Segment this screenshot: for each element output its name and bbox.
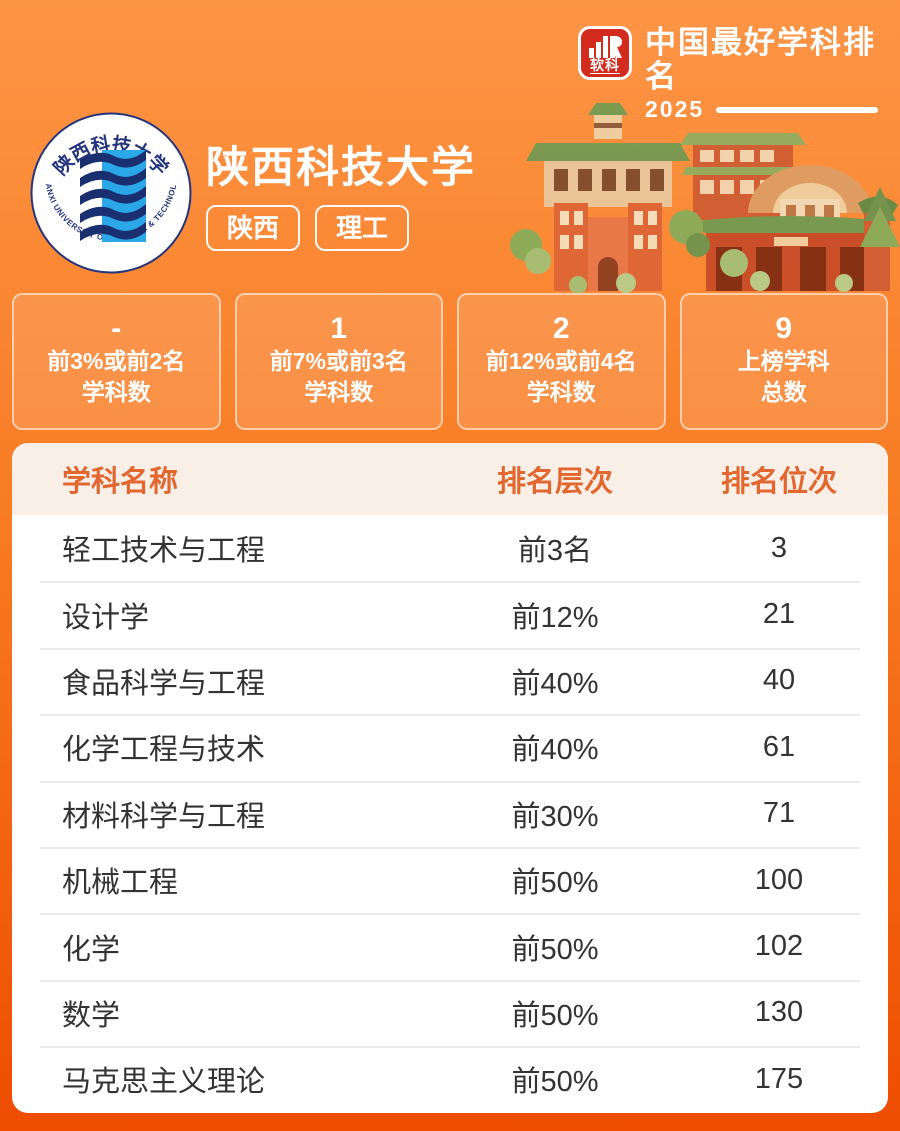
stat-card: 2 前12%或前4名 学科数	[457, 293, 666, 430]
subject-name: 设计学	[62, 601, 150, 634]
table-header: 学科名称 排名层次 排名位次	[12, 443, 888, 515]
stat-label-line2: 学科数	[526, 379, 596, 405]
title-underline	[716, 106, 878, 113]
university-tags: 陕西 理工	[206, 205, 410, 251]
table-row[interactable]: 机械工程 前50% 100	[12, 846, 888, 913]
stat-label-line2: 总数	[760, 379, 807, 405]
stat-label-line1: 上榜学科	[737, 348, 830, 374]
table-row[interactable]: 设计学 前12% 21	[12, 581, 888, 647]
campus-illustration	[510, 103, 900, 293]
rank-position: 40	[762, 664, 796, 697]
stat-value: 1	[330, 312, 348, 345]
stat-label-line2: 学科数	[304, 379, 374, 405]
tag-province: 陕西	[206, 205, 301, 251]
subject-name: 马克思主义理论	[62, 1066, 266, 1099]
table-row[interactable]: 轻工技术与工程 前3名 3	[12, 515, 888, 581]
rank-tier: 前30%	[511, 800, 599, 833]
table-row[interactable]: 数学 前50% 130	[12, 979, 888, 1046]
shangharanking-logo-icon: 软科	[578, 26, 632, 80]
table-body: 轻工技术与工程 前3名 3 设计学 前12% 21 食品科学与工程 前40% 4…	[12, 515, 888, 1113]
table-row[interactable]: 化学 前50% 102	[12, 913, 888, 979]
rank-position: 130	[754, 996, 804, 1029]
brand-bar: 软科 中国最好学科排名 2025	[578, 26, 878, 123]
brand-logo-label: 软科	[590, 57, 620, 74]
stat-card: - 前3%或前2名 学科数	[12, 293, 221, 430]
rank-tier: 前50%	[511, 1066, 599, 1099]
subject-name: 食品科学与工程	[62, 667, 266, 700]
stat-card: 9 上榜学科 总数	[679, 293, 888, 430]
rank-tier: 前40%	[511, 667, 599, 700]
bar-chart-icon	[589, 36, 622, 58]
column-header-rank: 排名位次	[720, 466, 837, 498]
table-row[interactable]: 食品科学与工程 前40% 40	[12, 647, 888, 714]
table-row[interactable]: 材料科学与工程 前30% 71	[12, 780, 888, 847]
stat-value: -	[111, 312, 122, 345]
rank-tier: 前40%	[511, 734, 599, 767]
subject-name: 轻工技术与工程	[62, 535, 266, 568]
stat-value: 9	[775, 312, 793, 345]
rank-tier: 前50%	[511, 933, 599, 966]
ranking-title: 中国最好学科排名	[645, 25, 876, 94]
rank-position: 102	[754, 930, 804, 963]
rank-position: 175	[754, 1062, 804, 1095]
rank-position: 61	[762, 730, 796, 763]
rank-position: 71	[762, 797, 796, 830]
rank-tier: 前50%	[511, 867, 599, 900]
column-header-tier: 排名层次	[496, 466, 613, 498]
stat-label-line2: 学科数	[81, 379, 151, 405]
subject-name: 材料科学与工程	[62, 800, 266, 833]
rank-tier: 前3名	[517, 535, 593, 568]
rank-position: 3	[770, 531, 788, 564]
subject-name: 化学工程与技术	[62, 734, 266, 767]
stat-card: 1 前7%或前3名 学科数	[234, 293, 443, 430]
university-logo: 陕西科技大学 SHAANXI UNIVERSITY OF SCIENCE & T…	[30, 112, 192, 274]
stat-value: 2	[552, 312, 570, 345]
table-row[interactable]: 马克思主义理论 前50% 175	[12, 1046, 888, 1112]
rank-position: 100	[754, 863, 804, 896]
university-header: 陕西科技大学 SHAANXI UNIVERSITY OF SCIENCE & T…	[0, 95, 900, 293]
stat-label-line1: 前3%或前2名	[47, 348, 186, 374]
tag-type: 理工	[315, 205, 410, 251]
stat-label-line1: 前7%或前3名	[269, 348, 408, 374]
rank-tier: 前50%	[511, 999, 599, 1032]
rank-position: 21	[762, 598, 796, 631]
subject-name: 化学	[62, 933, 121, 966]
subject-name: 数学	[62, 999, 121, 1032]
logo-emblem	[80, 150, 146, 242]
ranking-year: 2025	[645, 96, 705, 122]
column-header-subject: 学科名称	[62, 466, 179, 498]
table-row[interactable]: 化学工程与技术 前40% 61	[12, 714, 888, 780]
stats-row: - 前3%或前2名 学科数 1 前7%或前3名 学科数 2 前12%或前4名 学…	[12, 293, 888, 430]
stat-label-line1: 前12%或前4名	[485, 348, 637, 374]
subjects-table: 学科名称 排名层次 排名位次 轻工技术与工程 前3名 3 设计学 前12% 21…	[12, 443, 888, 1113]
university-name: 陕西科技大学	[206, 144, 476, 192]
subject-name: 机械工程	[62, 867, 179, 900]
rank-tier: 前12%	[511, 601, 599, 634]
